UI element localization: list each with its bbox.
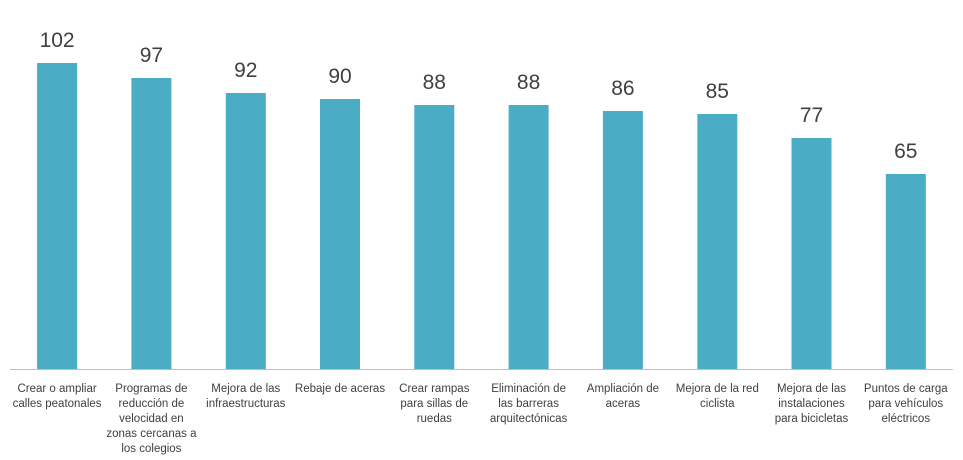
data-label-4: 88	[423, 71, 446, 94]
data-label-3: 90	[328, 65, 351, 88]
bar-4	[414, 105, 455, 369]
category-label-5: Eliminación de las barreras arquitectónica…	[490, 383, 568, 425]
category-label-7: Mejora de la red ciclista	[676, 383, 759, 410]
category-label-6: Ampliación de aceras	[587, 383, 659, 410]
bar-5	[508, 105, 549, 369]
data-label-6: 86	[611, 77, 634, 100]
category-label-4: Crear rampas para sillas de ruedas	[399, 383, 470, 425]
category-label-1: Programas de reducción de velocidad en zona…	[106, 383, 197, 455]
data-label-9: 65	[894, 140, 917, 163]
bar-9	[885, 174, 926, 369]
bar-8	[791, 138, 832, 369]
bar-1	[131, 78, 172, 369]
bar-6	[602, 111, 643, 369]
bar-3	[320, 99, 360, 369]
bar-0	[37, 63, 78, 369]
category-label-8: Mejora de las instalaciones para bicicleta…	[775, 383, 849, 425]
category-label-9: Puntos de carga para vehículos eléctricos	[864, 383, 948, 425]
category-label-0: Crear o ampliar calles peatonales	[13, 383, 102, 410]
data-label-1: 97	[140, 44, 163, 67]
category-label-2: Mejora de las infraestructuras	[206, 383, 286, 410]
data-label-0: 102	[40, 29, 75, 52]
data-label-5: 88	[517, 71, 540, 94]
data-label-8: 77	[800, 104, 823, 127]
bar-2	[225, 93, 266, 369]
data-label-2: 92	[234, 59, 257, 82]
category-label-3: Rebaje de aceras	[295, 383, 385, 395]
data-label-7: 85	[706, 80, 729, 103]
bar-7	[697, 114, 738, 369]
